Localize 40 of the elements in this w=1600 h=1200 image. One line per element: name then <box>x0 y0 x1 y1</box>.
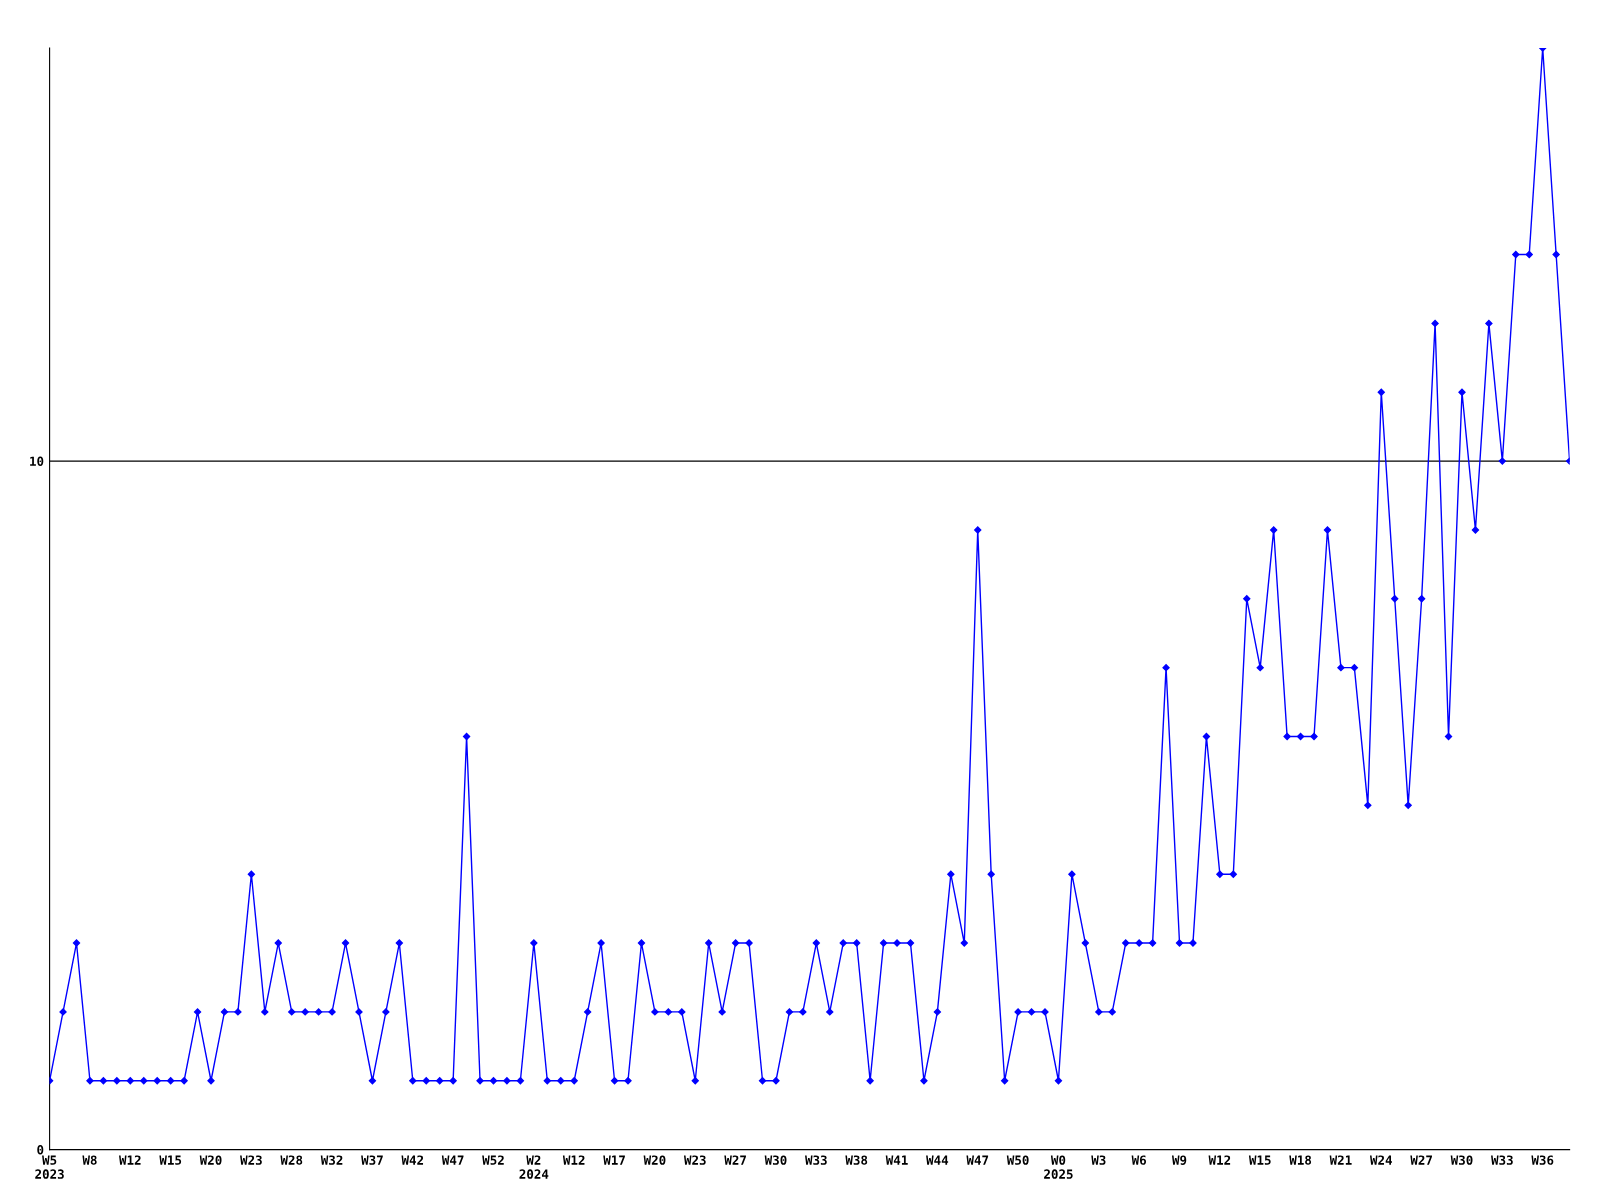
x-tick-label: W12 <box>562 1155 585 1165</box>
x-tick-label: W6 <box>1131 1155 1147 1165</box>
x-tick-label: W32 <box>320 1155 343 1165</box>
x-tick-label: W23 <box>240 1155 262 1165</box>
x-tick-label: W30 <box>764 1155 787 1165</box>
x-tick-label: W27 <box>724 1155 746 1165</box>
x-tick-label: W24 <box>1369 1155 1393 1165</box>
x-tick-label: W15 <box>159 1155 182 1165</box>
x-tick-label: W12 <box>1208 1155 1231 1165</box>
x-tick-label: W8 <box>82 1155 97 1165</box>
x-tick-label: W20 <box>643 1155 666 1165</box>
x-tick-label: W38 <box>845 1155 868 1165</box>
x-tick-label: W47 <box>441 1155 464 1165</box>
x-tick-label: W33 <box>805 1155 827 1165</box>
x-tick-label: W27 <box>1410 1155 1432 1165</box>
x-tick-label: W23 <box>683 1155 706 1165</box>
x-tick-label: W17 <box>603 1155 625 1165</box>
y-tick-label: 10 <box>30 456 44 467</box>
x-tick-label: W37 <box>361 1155 383 1165</box>
x-tick-label: W44 <box>926 1155 949 1165</box>
x-tick-label: W50 <box>1006 1155 1029 1165</box>
x-tick-label: W33 <box>1491 1155 1513 1165</box>
x-tick-label: W15 <box>1248 1155 1271 1165</box>
y-tick-label: 0 <box>37 1145 44 1155</box>
x-tick-label: W47 <box>966 1155 989 1165</box>
x-tick-label: W0 2025 <box>1044 1155 1073 1179</box>
x-tick-label: W3 <box>1091 1155 1106 1165</box>
x-tick-label: W2 2024 <box>519 1155 549 1179</box>
x-tick-label: W30 <box>1450 1155 1473 1165</box>
x-tick-label: W41 <box>885 1155 908 1165</box>
x-tick-label: W21 <box>1329 1155 1352 1165</box>
x-tick-label: W28 <box>280 1155 303 1165</box>
x-tick-label: W9 <box>1171 1155 1187 1165</box>
x-tick-label: W36 <box>1531 1155 1554 1165</box>
x-tick-label: W42 <box>401 1155 424 1165</box>
x-tick-label: W5 2023 <box>35 1155 64 1179</box>
x-tick-label: W52 <box>482 1155 504 1165</box>
x-tick-label: W12 <box>119 1155 141 1165</box>
x-tick-label: W20 <box>199 1155 222 1165</box>
x-tick-label: W18 <box>1289 1155 1312 1165</box>
